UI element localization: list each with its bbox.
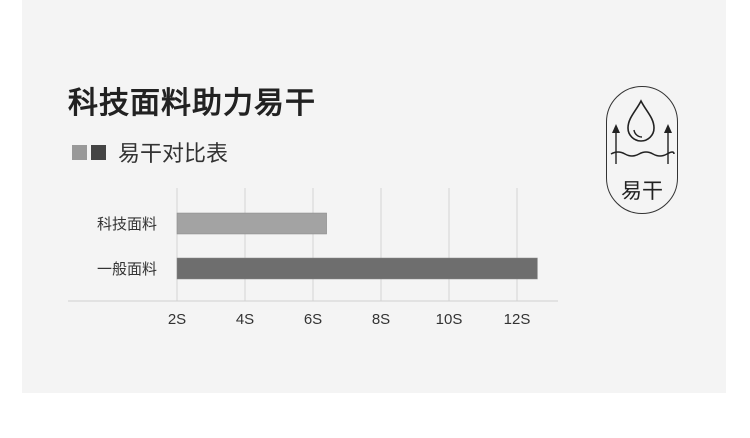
legend-label: 易干对比表 bbox=[118, 142, 229, 167]
category-label: 科技面料 bbox=[97, 215, 157, 233]
x-tick-label: 6S bbox=[304, 311, 322, 328]
legend-swatch-dark bbox=[91, 144, 106, 160]
x-tick-label: 10S bbox=[436, 311, 463, 328]
page-title: 科技面料助力易干 bbox=[68, 86, 316, 121]
bar bbox=[176, 257, 538, 280]
water-drop-evaporation-icon bbox=[610, 99, 675, 164]
x-tick-label: 12S bbox=[504, 311, 531, 328]
x-tick-label: 4S bbox=[236, 311, 254, 328]
x-tick-label: 8S bbox=[372, 311, 390, 328]
legend: 易干对比表 bbox=[72, 136, 228, 168]
legend-swatch-light bbox=[72, 144, 87, 160]
bar bbox=[176, 212, 327, 235]
x-tick-label: 2S bbox=[168, 311, 186, 328]
category-label: 一般面料 bbox=[97, 260, 157, 278]
background-panel bbox=[22, 0, 726, 393]
quick-dry-badge: 易干 bbox=[606, 86, 678, 214]
badge-label: 易干 bbox=[621, 179, 663, 203]
